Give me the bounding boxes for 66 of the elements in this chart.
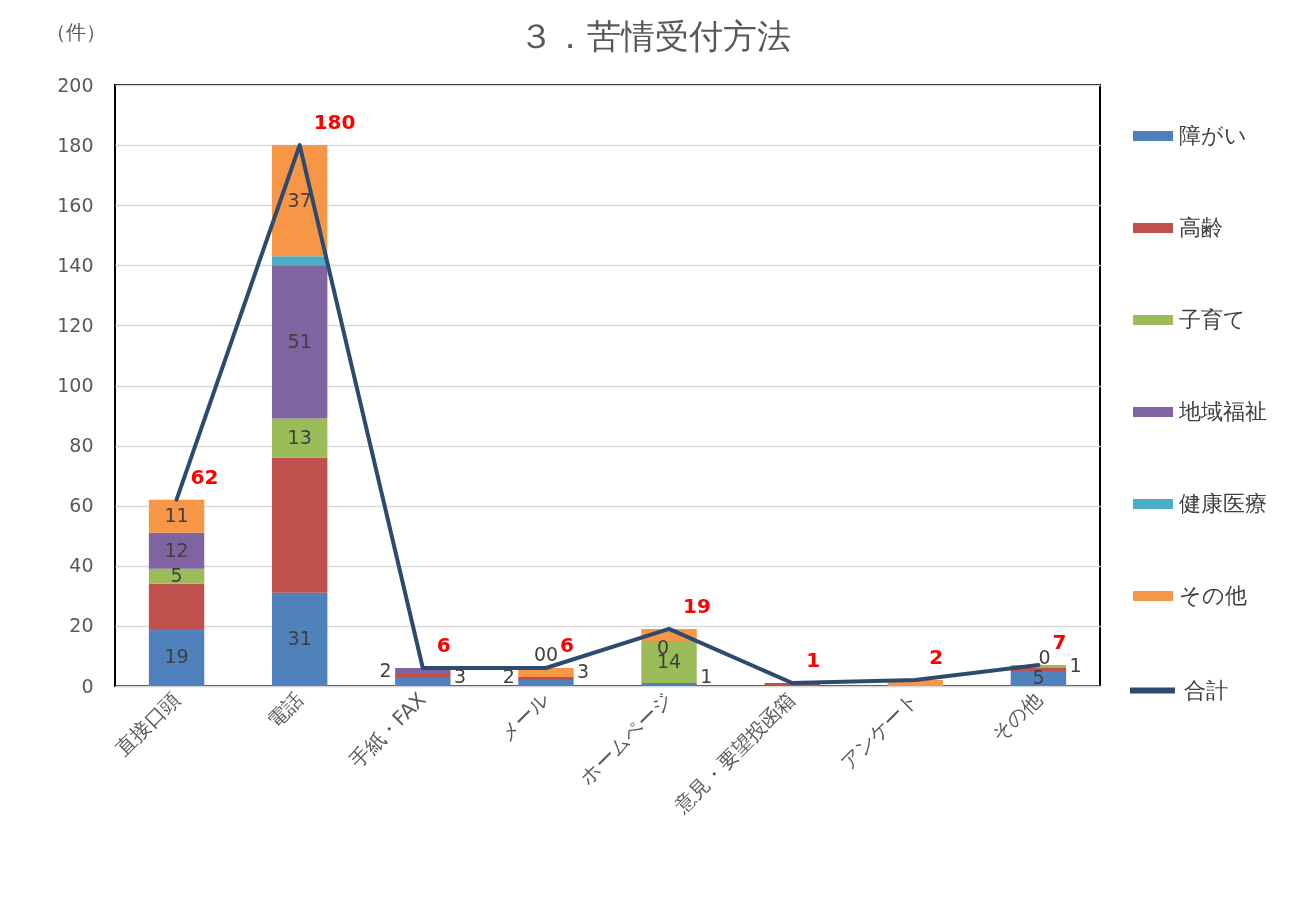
data-label: 6: [436, 632, 451, 657]
bar: [271, 592, 328, 686]
legend-label: 子育て: [1179, 307, 1246, 332]
bar: [148, 532, 205, 569]
data-label: 1: [700, 665, 713, 687]
legend-label: 地域福祉: [1178, 399, 1267, 424]
bar: [518, 676, 574, 680]
y-axis-title: （件）: [45, 19, 106, 44]
y-tick-label: 120: [57, 313, 94, 336]
data-label: 62: [190, 464, 219, 489]
legend-label: 合計: [1184, 677, 1228, 703]
y-tick-label: 200: [57, 73, 94, 96]
data-label: 5: [170, 564, 183, 587]
bar: [271, 457, 328, 593]
data-label: 19: [164, 645, 189, 668]
data-label: 7: [1052, 629, 1067, 654]
data-label: 2: [379, 658, 392, 681]
x-tick-label: その他: [986, 687, 1047, 747]
data-label: 2: [929, 644, 944, 669]
data-label: 1: [806, 647, 821, 672]
data-label: 180: [313, 110, 356, 135]
data-label: 5: [1032, 666, 1045, 689]
bar: [518, 679, 574, 686]
bar: [641, 683, 697, 686]
bar: [1010, 670, 1067, 686]
legend-label: 健康医療: [1179, 491, 1267, 516]
data-label: 0: [533, 642, 546, 665]
x-tick-label: 直接口頭: [110, 687, 185, 761]
data-label: 11: [164, 504, 189, 527]
bar: [395, 673, 451, 677]
bar: [148, 628, 205, 686]
x-tick-label: アンケート: [835, 687, 924, 775]
bar: [148, 583, 205, 629]
y-tick-label: 140: [57, 253, 94, 276]
chart-title: ３．苦情受付方法: [518, 16, 791, 56]
y-tick-label: 180: [57, 133, 94, 156]
data-label: 12: [164, 538, 189, 561]
data-label: 3: [577, 660, 590, 683]
y-tick-label: 20: [69, 614, 94, 637]
x-tick-label: メール: [494, 687, 554, 747]
y-tick-label: 160: [57, 193, 94, 216]
y-tick-label: 80: [69, 434, 94, 457]
bar: [395, 676, 451, 686]
legend-label: その他: [1179, 583, 1247, 608]
bar: [148, 499, 205, 533]
data-label: 19: [683, 593, 711, 618]
y-tick-label: 60: [69, 494, 94, 517]
data-label: 6: [559, 632, 574, 657]
data-label: 0: [1038, 645, 1051, 668]
bar: [271, 256, 328, 266]
legend-label: 高齢: [1179, 215, 1223, 240]
data-label: 37: [287, 188, 312, 211]
data-label: 0: [545, 642, 558, 665]
data-label: 51: [287, 329, 312, 352]
y-tick-label: 0: [81, 674, 94, 697]
data-label: 13: [287, 426, 312, 449]
bar: [271, 265, 328, 419]
bar: [271, 418, 328, 458]
bar: [148, 568, 205, 584]
data-label: 31: [287, 627, 312, 650]
y-tick-label: 100: [57, 374, 94, 396]
bar: [641, 640, 697, 683]
x-tick-label: 電話: [262, 687, 308, 733]
legend-label: 障がい: [1179, 123, 1247, 148]
data-label: 1: [1069, 654, 1082, 677]
y-tick-label: 40: [69, 554, 94, 577]
